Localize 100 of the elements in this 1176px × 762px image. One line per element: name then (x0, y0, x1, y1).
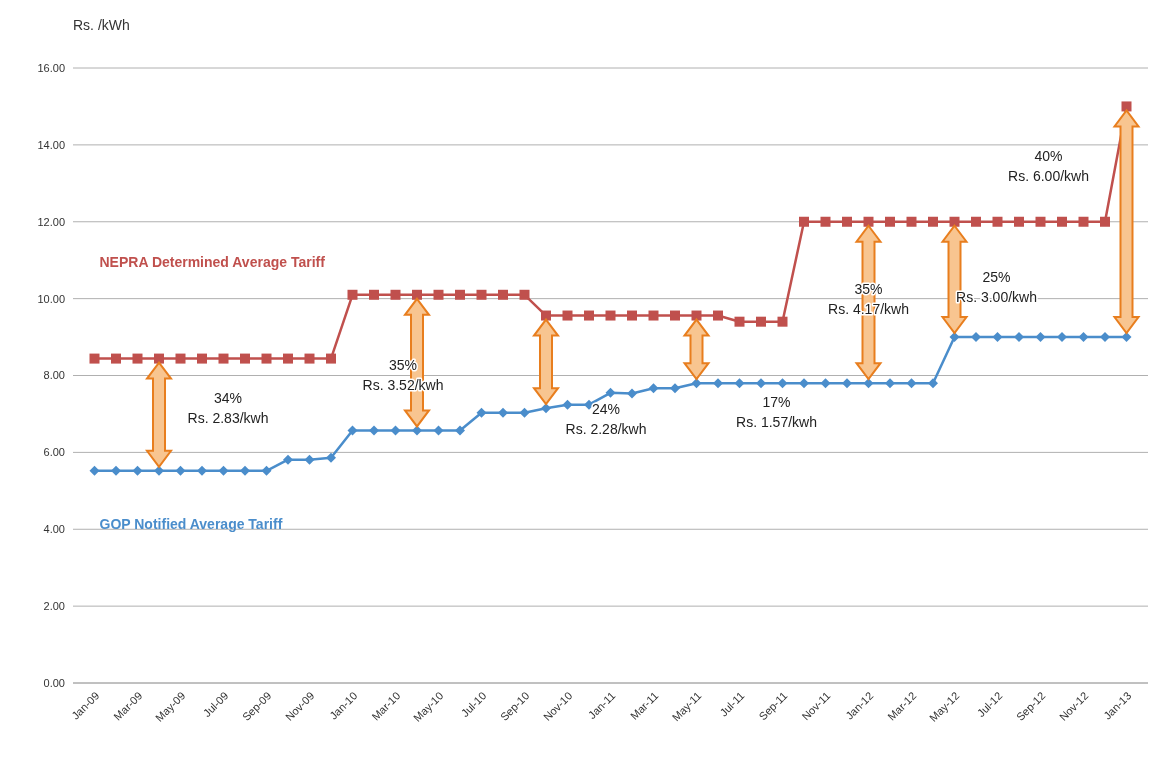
point (885, 216, 895, 227)
point (326, 353, 336, 364)
point (347, 289, 358, 300)
y-tick-label: 0.00 (43, 676, 65, 689)
annotation: 40% Rs. 6.00/kwh (1008, 147, 1089, 184)
point (1014, 216, 1024, 227)
y-tick-label: 8.00 (43, 369, 65, 382)
point (949, 332, 960, 343)
point (154, 353, 164, 364)
point (605, 310, 616, 321)
point (949, 216, 960, 227)
point (175, 465, 186, 476)
point (906, 378, 917, 389)
point (734, 316, 745, 327)
point (605, 387, 616, 398)
point (992, 216, 1003, 227)
point (412, 425, 422, 436)
point (261, 353, 272, 364)
point (519, 407, 530, 418)
point (455, 289, 465, 300)
point (777, 316, 788, 327)
point (799, 378, 809, 389)
point (261, 465, 272, 476)
point (240, 353, 250, 364)
point (175, 353, 186, 364)
annotation: 17% Rs. 1.57/kwh (736, 394, 817, 431)
point (863, 216, 874, 227)
y-tick-label: 16.00 (37, 61, 65, 74)
point (433, 425, 444, 436)
point (1057, 332, 1067, 343)
point (584, 310, 594, 321)
point (1057, 216, 1067, 227)
point (541, 310, 551, 321)
point (541, 403, 551, 414)
point (283, 353, 293, 364)
point (89, 353, 100, 364)
point (928, 378, 938, 389)
point (756, 378, 766, 389)
point (455, 425, 465, 436)
y-tick-label: 14.00 (37, 138, 65, 151)
point (648, 383, 659, 394)
point (412, 289, 422, 300)
point (519, 289, 530, 300)
annotation: 34% Rs. 2.83/kwh (187, 389, 269, 426)
point (971, 332, 981, 343)
point (498, 289, 508, 300)
point (820, 216, 831, 227)
point (928, 216, 938, 227)
point (111, 465, 121, 476)
y-tick-label: 4.00 (43, 523, 65, 536)
point (799, 216, 809, 227)
point (670, 383, 680, 394)
y-tick-label: 6.00 (43, 446, 65, 459)
point (283, 454, 293, 465)
point (390, 425, 401, 436)
point (1121, 101, 1132, 112)
point (627, 310, 637, 321)
text: GOP Notified Average Tariff (99, 515, 283, 532)
point (842, 216, 852, 227)
y-axis-title: Rs. /kWh (73, 17, 130, 33)
point (240, 465, 250, 476)
point (369, 289, 379, 300)
point (713, 378, 723, 389)
point (1078, 216, 1089, 227)
point (197, 465, 207, 476)
point (132, 353, 143, 364)
point (197, 353, 207, 364)
point (347, 425, 358, 436)
point (627, 388, 637, 399)
point (218, 353, 229, 364)
point (562, 399, 573, 410)
point (1078, 332, 1089, 343)
point (562, 310, 573, 321)
y-tick-label: 12.00 (37, 215, 65, 228)
point (1100, 216, 1110, 227)
point (390, 289, 401, 300)
point (218, 465, 229, 476)
point (111, 353, 121, 364)
point (498, 407, 508, 418)
point (863, 378, 874, 389)
point (1035, 216, 1046, 227)
point (906, 216, 917, 227)
point (476, 289, 487, 300)
point (756, 316, 766, 327)
point (691, 378, 702, 389)
point (777, 378, 788, 389)
point (304, 454, 315, 465)
point (304, 353, 315, 364)
point (670, 310, 680, 321)
point (326, 452, 336, 463)
point (132, 465, 143, 476)
point (433, 289, 444, 300)
point (369, 425, 379, 436)
point (842, 378, 852, 389)
point (820, 378, 831, 389)
point (1100, 332, 1110, 343)
y-tick-label: 2.00 (43, 600, 65, 613)
point (885, 378, 895, 389)
point (691, 310, 702, 321)
point (1035, 332, 1046, 343)
